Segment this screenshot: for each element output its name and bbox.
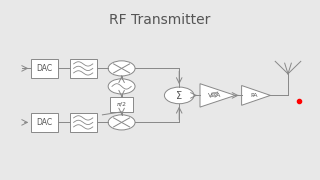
FancyBboxPatch shape xyxy=(31,58,58,78)
Text: $\Sigma$: $\Sigma$ xyxy=(175,89,183,101)
Text: PA: PA xyxy=(251,93,258,98)
Text: $\pi$/2: $\pi$/2 xyxy=(116,100,127,108)
Text: DAC: DAC xyxy=(37,118,53,127)
FancyBboxPatch shape xyxy=(31,112,58,132)
Circle shape xyxy=(164,87,194,104)
Circle shape xyxy=(108,79,135,94)
FancyBboxPatch shape xyxy=(110,97,133,112)
FancyBboxPatch shape xyxy=(70,112,97,132)
Text: RF Transmitter: RF Transmitter xyxy=(109,13,211,27)
Text: VGA: VGA xyxy=(208,93,221,98)
Polygon shape xyxy=(200,84,235,107)
FancyBboxPatch shape xyxy=(70,58,97,78)
Polygon shape xyxy=(242,86,270,105)
Text: DAC: DAC xyxy=(37,64,53,73)
Circle shape xyxy=(108,61,135,76)
Circle shape xyxy=(108,115,135,130)
